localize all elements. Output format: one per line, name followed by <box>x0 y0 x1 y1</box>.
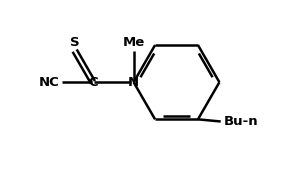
Text: S: S <box>70 36 79 49</box>
Text: Bu-n: Bu-n <box>223 115 258 128</box>
Text: Me: Me <box>122 36 145 49</box>
Text: N: N <box>128 76 139 89</box>
Text: NC: NC <box>39 76 60 89</box>
Text: C: C <box>88 76 98 89</box>
